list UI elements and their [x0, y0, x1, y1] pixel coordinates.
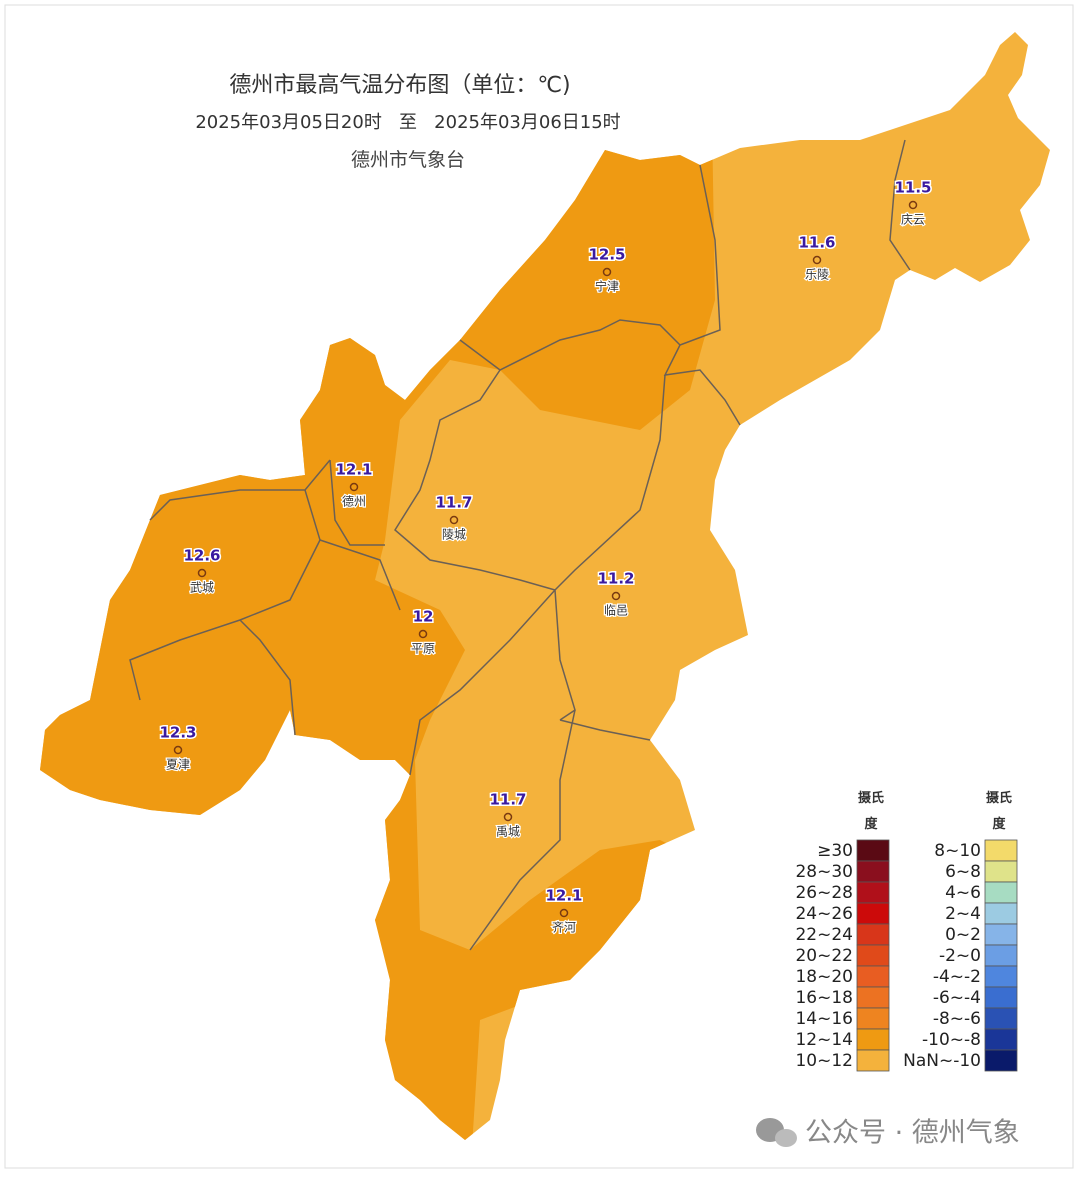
legend-label: -2~0 — [939, 946, 981, 966]
legend-swatch — [856, 1007, 890, 1030]
station-name: 陵城 — [442, 528, 466, 542]
legend-swatch — [984, 1007, 1018, 1030]
legend-swatch — [984, 923, 1018, 946]
legend-swatch — [856, 965, 890, 988]
legend-label: 28~30 — [795, 862, 853, 882]
frame — [4, 4, 1074, 1169]
legend-swatch — [856, 902, 890, 925]
station-value: 12.6 — [183, 547, 220, 565]
station-value: 11.7 — [435, 494, 472, 512]
station-value: 11.5 — [894, 179, 931, 197]
station-value: 12.3 — [159, 724, 196, 742]
station-value: 12.1 — [335, 461, 372, 479]
legend-label: -4~-2 — [933, 967, 981, 987]
legend-label: 22~24 — [795, 925, 853, 945]
station-dot — [503, 812, 513, 822]
legend-label: 14~16 — [795, 1009, 853, 1029]
legend-swatch — [984, 902, 1018, 925]
watermark-text: 公众号 · 德州气象 — [805, 1118, 1020, 1149]
station-dot — [602, 267, 612, 277]
legend-label: 20~22 — [795, 946, 853, 966]
map-period: 2025年03月05日20时 至 2025年03月06日15时 — [195, 112, 620, 133]
watermark: 公众号 · 德州气象 — [756, 1118, 1020, 1149]
legend-swatch — [984, 986, 1018, 1009]
station-dot — [812, 255, 822, 265]
station-dot — [559, 908, 569, 918]
legend-swatch — [984, 1049, 1018, 1072]
legend-label: 2~4 — [945, 904, 981, 924]
station-name: 武城 — [190, 581, 214, 595]
station-name: 平原 — [411, 642, 435, 656]
legend-swatch — [984, 860, 1018, 883]
map-issuer: 德州市气象台 — [351, 149, 465, 171]
legend-label: 16~18 — [795, 988, 853, 1008]
station-name: 德州 — [342, 494, 366, 509]
stations: 11.5 庆云 11.6 乐陵 12.5 宁津 12.1 德州 11.7 陵城 12.6 武城 11.2… — [158, 177, 933, 936]
legend-swatch — [856, 986, 890, 1009]
legend-unit: 摄氏度 — [858, 790, 884, 832]
legend-swatch — [984, 965, 1018, 988]
legend-swatch — [856, 881, 890, 904]
station-name: 夏津 — [166, 758, 190, 772]
station-dot — [418, 629, 428, 639]
station-value: 12.1 — [545, 887, 582, 905]
legend-swatch — [856, 839, 890, 862]
station-dot — [197, 568, 207, 578]
legend-swatch — [856, 1028, 890, 1051]
station-value: 12 — [413, 608, 434, 626]
station-dot — [173, 745, 183, 755]
station-dot — [908, 200, 918, 210]
station-value: 11.6 — [798, 234, 835, 252]
legend-label: 26~28 — [795, 883, 853, 903]
legend: 摄氏度≥3028~3026~2824~2622~2420~2218~2016~1… — [795, 790, 1018, 1072]
station-value: 12.5 — [588, 246, 625, 264]
legend-label: 12~14 — [795, 1030, 853, 1050]
legend-swatch — [984, 839, 1018, 862]
legend-swatch — [856, 860, 890, 883]
station-name: 庆云 — [901, 213, 925, 227]
legend-swatch — [856, 1049, 890, 1072]
legend-swatch — [856, 923, 890, 946]
station-dot — [611, 591, 621, 601]
legend-label: NaN~-10 — [903, 1051, 981, 1071]
legend-label: 8~10 — [934, 841, 981, 861]
station-dot — [449, 515, 459, 525]
legend-label: -6~-4 — [933, 988, 981, 1008]
station-name: 齐河 — [552, 920, 576, 935]
legend-label: -8~-6 — [933, 1009, 981, 1029]
legend-label: ≥30 — [817, 841, 853, 861]
legend-label: 24~26 — [795, 904, 853, 924]
station-dot — [349, 482, 359, 492]
county-borders — [129, 139, 911, 951]
station-value: 11.2 — [597, 570, 634, 588]
legend-label: 0~2 — [945, 925, 981, 945]
legend-label: 18~20 — [795, 967, 853, 987]
legend-swatch — [856, 944, 890, 967]
legend-label: 6~8 — [945, 862, 981, 882]
map-title: 德州市最高气温分布图（单位：℃) — [229, 73, 570, 98]
legend-swatch — [984, 1028, 1018, 1051]
station-name: 禹城 — [496, 825, 520, 839]
legend-label: -10~-8 — [922, 1030, 981, 1050]
station-name: 乐陵 — [805, 268, 829, 282]
legend-label: 4~6 — [945, 883, 981, 903]
station-name: 临邑 — [604, 604, 628, 618]
legend-label: 10~12 — [795, 1051, 853, 1071]
legend-swatch — [984, 881, 1018, 904]
station-value: 11.7 — [489, 791, 526, 809]
station-name: 宁津 — [595, 279, 619, 294]
legend-unit: 摄氏度 — [986, 790, 1012, 832]
legend-swatch — [984, 944, 1018, 967]
